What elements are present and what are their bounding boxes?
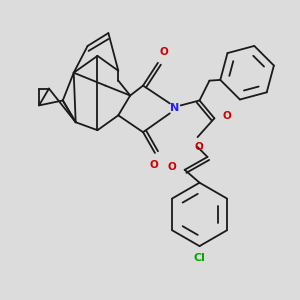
Text: O: O [160,47,169,57]
Text: O: O [150,160,158,170]
Text: O: O [194,142,203,152]
Text: O: O [222,111,231,121]
Text: Cl: Cl [194,253,206,263]
Text: O: O [168,162,177,172]
Text: N: N [170,103,179,113]
